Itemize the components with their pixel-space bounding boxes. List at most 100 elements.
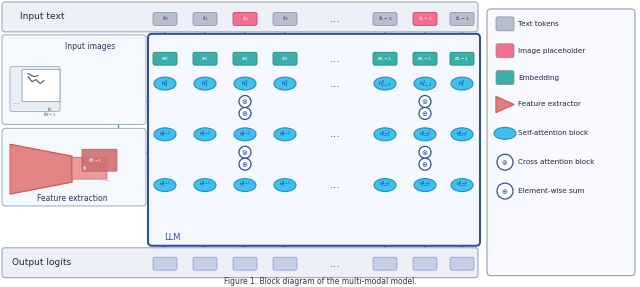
Text: $t_{L-1}$: $t_{L-1}$ (454, 14, 469, 23)
FancyBboxPatch shape (193, 12, 217, 25)
Text: $t_2$: $t_2$ (242, 14, 248, 23)
Ellipse shape (154, 179, 176, 191)
Text: ...: ... (330, 79, 340, 89)
Text: $h_{L-3}^{N-2}$: $h_{L-3}^{N-2}$ (379, 129, 391, 139)
FancyBboxPatch shape (2, 128, 146, 206)
Text: $f_{M-1}$: $f_{M-1}$ (88, 156, 102, 165)
Text: Feature extraction: Feature extraction (36, 193, 108, 203)
FancyBboxPatch shape (496, 17, 514, 31)
Text: $\otimes$: $\otimes$ (241, 148, 248, 157)
Text: $\oplus$: $\oplus$ (421, 109, 429, 118)
Text: Feature extractor: Feature extractor (518, 102, 581, 107)
FancyBboxPatch shape (22, 70, 60, 102)
Text: Text tokens: Text tokens (518, 21, 559, 27)
Ellipse shape (414, 77, 436, 90)
Text: $I_0$: $I_0$ (47, 105, 53, 114)
Text: $e_{L-1}$: $e_{L-1}$ (454, 55, 470, 63)
Text: $h_1^{N-1}$: $h_1^{N-1}$ (199, 180, 211, 190)
Text: $h_3^{N-2}$: $h_3^{N-2}$ (279, 129, 291, 139)
Text: $h_{L-2}^{N-1}$: $h_{L-2}^{N-1}$ (419, 180, 431, 190)
Text: $\oplus$: $\oplus$ (501, 187, 509, 195)
Ellipse shape (234, 128, 256, 141)
Text: $h_2^{N-1}$: $h_2^{N-1}$ (239, 180, 251, 190)
Text: Self-attention block: Self-attention block (518, 130, 588, 136)
Ellipse shape (374, 128, 396, 141)
Text: $e_{L-2}$: $e_{L-2}$ (417, 55, 433, 63)
Text: $\otimes$: $\otimes$ (421, 97, 429, 106)
Ellipse shape (154, 128, 176, 141)
Text: $h_{L-1}^{N-1}$: $h_{L-1}^{N-1}$ (456, 180, 468, 190)
Text: Element-wise sum: Element-wise sum (518, 188, 584, 194)
Text: $h_3^{N-1}$: $h_3^{N-1}$ (279, 180, 291, 190)
Ellipse shape (234, 77, 256, 90)
Ellipse shape (274, 179, 296, 191)
Text: ...: ... (330, 180, 340, 190)
Ellipse shape (154, 77, 176, 90)
FancyBboxPatch shape (82, 149, 117, 171)
Text: $h_L^1$: $h_L^1$ (458, 78, 466, 89)
Ellipse shape (234, 179, 256, 191)
Text: $\oplus$: $\oplus$ (241, 109, 248, 118)
Text: Output logits: Output logits (12, 258, 72, 267)
Circle shape (419, 107, 431, 119)
FancyBboxPatch shape (450, 12, 474, 25)
Text: $t_3$: $t_3$ (282, 14, 289, 23)
Text: $h_{L-2}^1$: $h_{L-2}^1$ (419, 78, 431, 89)
FancyBboxPatch shape (193, 52, 217, 65)
Text: ...: ... (104, 176, 111, 182)
Ellipse shape (274, 77, 296, 90)
Text: ...: ... (12, 97, 20, 106)
FancyBboxPatch shape (153, 12, 177, 25)
Ellipse shape (451, 179, 473, 191)
Text: $e_0$: $e_0$ (161, 55, 169, 63)
Text: $\otimes$: $\otimes$ (241, 97, 248, 106)
Ellipse shape (414, 179, 436, 191)
Text: $h_2^1$: $h_2^1$ (241, 78, 249, 89)
Text: ...: ... (330, 54, 340, 64)
Ellipse shape (494, 127, 516, 139)
Text: $e_{L-3}$: $e_{L-3}$ (378, 55, 392, 63)
Text: $h_{L-3}^{N-1}$: $h_{L-3}^{N-1}$ (379, 180, 391, 190)
FancyBboxPatch shape (193, 257, 217, 270)
Circle shape (239, 96, 251, 107)
Text: $t_{L-2}$: $t_{L-2}$ (418, 14, 432, 23)
Text: Image placeholder: Image placeholder (518, 48, 586, 54)
Text: $e_1$: $e_1$ (201, 55, 209, 63)
FancyBboxPatch shape (487, 9, 635, 276)
Text: $I_{M-1}$: $I_{M-1}$ (43, 110, 57, 119)
Text: $h_2^{N-2}$: $h_2^{N-2}$ (239, 129, 251, 139)
FancyBboxPatch shape (10, 67, 60, 111)
Circle shape (497, 183, 513, 199)
Text: ...: ... (330, 259, 340, 269)
FancyBboxPatch shape (233, 52, 257, 65)
FancyBboxPatch shape (153, 52, 177, 65)
Circle shape (419, 146, 431, 158)
Circle shape (239, 158, 251, 170)
Ellipse shape (274, 128, 296, 141)
FancyBboxPatch shape (450, 52, 474, 65)
Text: $h_{L-1}^{N-2}$: $h_{L-1}^{N-2}$ (456, 129, 468, 139)
Text: $\oplus$: $\oplus$ (421, 160, 429, 169)
FancyBboxPatch shape (2, 2, 478, 32)
Text: $t_0$: $t_0$ (161, 14, 168, 23)
Text: $h_1^{N-2}$: $h_1^{N-2}$ (199, 129, 211, 139)
Ellipse shape (194, 77, 216, 90)
Text: $e_2$: $e_2$ (241, 55, 249, 63)
Circle shape (497, 154, 513, 170)
FancyBboxPatch shape (148, 34, 480, 246)
Text: $h_0^{N-1}$: $h_0^{N-1}$ (159, 180, 171, 190)
Text: LLM: LLM (164, 233, 180, 242)
FancyBboxPatch shape (72, 157, 107, 179)
FancyBboxPatch shape (2, 248, 478, 278)
Text: Cross attention block: Cross attention block (518, 159, 595, 165)
Polygon shape (496, 96, 514, 113)
FancyBboxPatch shape (413, 257, 437, 270)
Circle shape (419, 158, 431, 170)
FancyBboxPatch shape (233, 12, 257, 25)
Text: Input text: Input text (20, 12, 64, 22)
Text: $\otimes$: $\otimes$ (501, 158, 509, 167)
FancyBboxPatch shape (273, 257, 297, 270)
FancyBboxPatch shape (273, 12, 297, 25)
Text: $h_0^{N-2}$: $h_0^{N-2}$ (159, 129, 171, 139)
Text: Input images: Input images (65, 42, 115, 51)
